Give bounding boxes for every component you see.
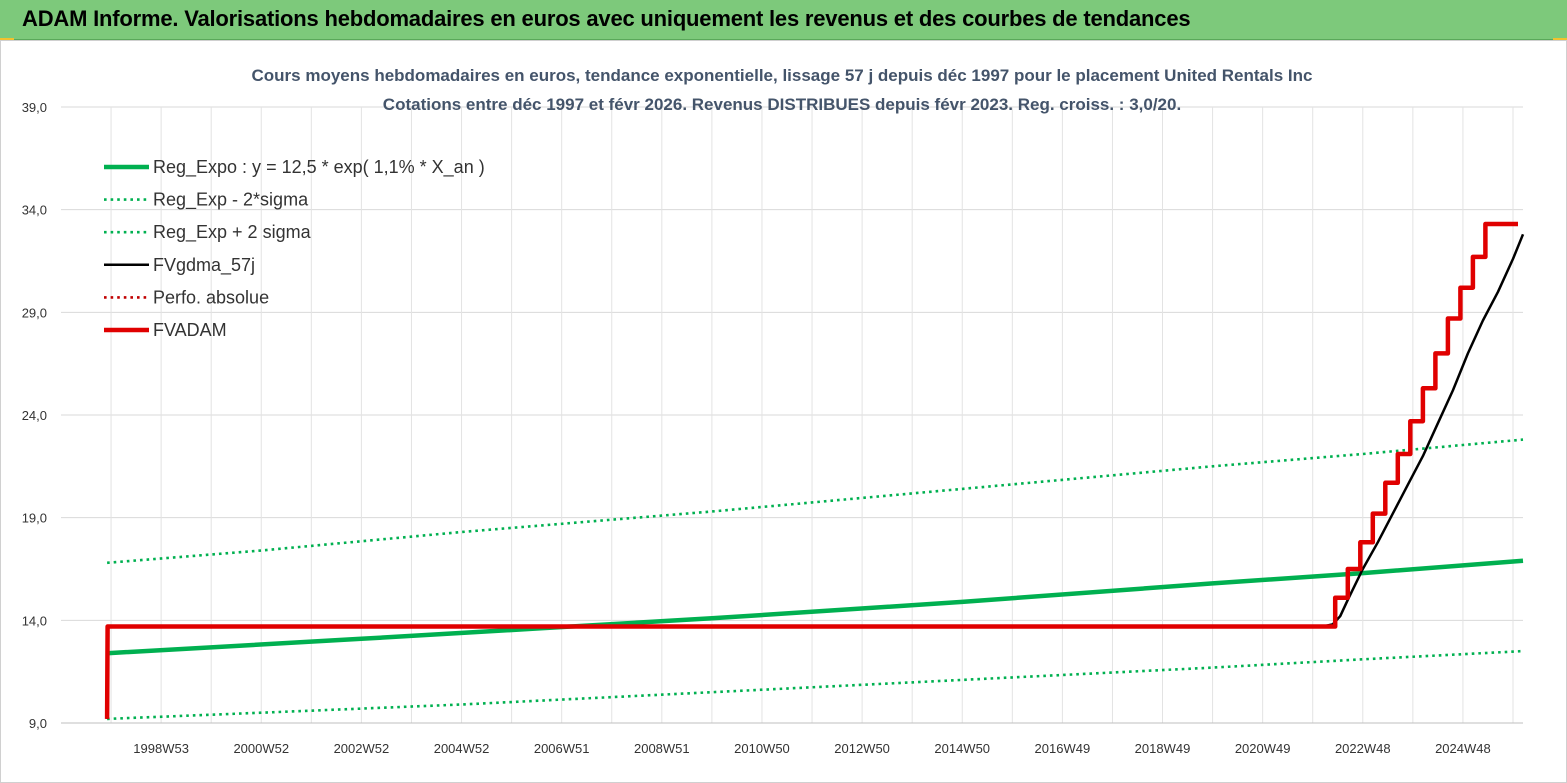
chart-title-line-1: Cours moyens hebdomadaires en euros, ten… bbox=[252, 66, 1313, 85]
x-tick-label: 2004W52 bbox=[434, 741, 490, 756]
y-tick-label: 34,0 bbox=[22, 203, 47, 218]
x-tick-label: 2012W50 bbox=[834, 741, 890, 756]
y-tick-label: 29,0 bbox=[22, 305, 47, 320]
x-tick-label: 2024W48 bbox=[1435, 741, 1491, 756]
legend-label: Perfo. absolue bbox=[153, 287, 269, 307]
series-line-3 bbox=[105, 233, 1525, 719]
series-line-1 bbox=[107, 649, 1524, 721]
report-banner: ADAM Informe. Valorisations hebdomadaire… bbox=[0, 0, 1567, 40]
legend-label: Reg_Expo : y = 12,5 * exp( 1,1% * X_an ) bbox=[153, 157, 485, 178]
x-tick-label: 2010W50 bbox=[734, 741, 790, 756]
legend-label: FVADAM bbox=[153, 320, 227, 340]
y-tick-label: 9,0 bbox=[29, 716, 47, 731]
y-tick-label: 14,0 bbox=[22, 613, 47, 628]
y-tick-label: 19,0 bbox=[22, 511, 47, 526]
chart-title-line-2: Cotations entre déc 1997 et févr 2026. R… bbox=[383, 95, 1181, 114]
legend-label: Reg_Exp + 2 sigma bbox=[153, 222, 312, 243]
y-tick-label: 24,0 bbox=[22, 408, 47, 423]
axis-layer: 9,0 14,0 19,0 24,0 29,0 34,0 39,0 1998W53 2000W5… bbox=[22, 100, 1523, 756]
x-tick-label: 2002W52 bbox=[334, 741, 390, 756]
x-tick-label: 2018W49 bbox=[1135, 741, 1191, 756]
chart-title: Cours moyens hebdomadaires en euros, ten… bbox=[252, 66, 1313, 114]
x-tick-label: 2016W49 bbox=[1035, 741, 1091, 756]
legend: Reg_Expo : y = 12,5 * exp( 1,1% * X_an )… bbox=[104, 157, 485, 340]
legend-label: Reg_Exp - 2*sigma bbox=[153, 190, 309, 211]
x-tick-label: 2008W51 bbox=[634, 741, 690, 756]
y-tick-label: 39,0 bbox=[22, 100, 47, 115]
x-tick-label: 1998W53 bbox=[133, 741, 189, 756]
x-tick-label: 2022W48 bbox=[1335, 741, 1391, 756]
chart-frame: Cours moyens hebdomadaires en euros, ten… bbox=[0, 40, 1567, 783]
corner-marker-right bbox=[1553, 38, 1567, 41]
x-tick-label: 2006W51 bbox=[534, 741, 590, 756]
x-tick-label: 2020W49 bbox=[1235, 741, 1291, 756]
series-line-0 bbox=[106, 558, 1524, 656]
report-title: ADAM Informe. Valorisations hebdomadaire… bbox=[22, 6, 1191, 31]
grid-layer bbox=[61, 106, 1523, 724]
chart-svg: Cours moyens hebdomadaires en euros, ten… bbox=[22, 66, 1525, 756]
legend-label: FVgdma_57j bbox=[153, 255, 255, 276]
corner-marker-left bbox=[0, 38, 14, 41]
x-tick-label: 2000W52 bbox=[233, 741, 289, 756]
x-tick-label: 2014W50 bbox=[934, 741, 990, 756]
series-line-5 bbox=[104, 221, 1518, 719]
series-line-2 bbox=[106, 438, 1524, 565]
series-layer bbox=[104, 221, 1525, 721]
